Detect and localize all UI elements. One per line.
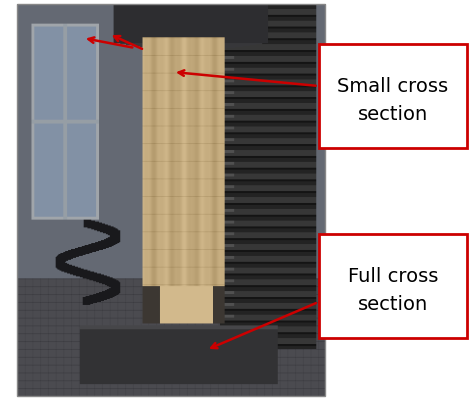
FancyBboxPatch shape — [319, 234, 467, 338]
FancyBboxPatch shape — [319, 44, 467, 148]
Text: Full cross: Full cross — [347, 266, 438, 286]
Text: Small cross: Small cross — [337, 76, 448, 96]
Text: section: section — [357, 104, 428, 124]
Text: section: section — [357, 294, 428, 314]
